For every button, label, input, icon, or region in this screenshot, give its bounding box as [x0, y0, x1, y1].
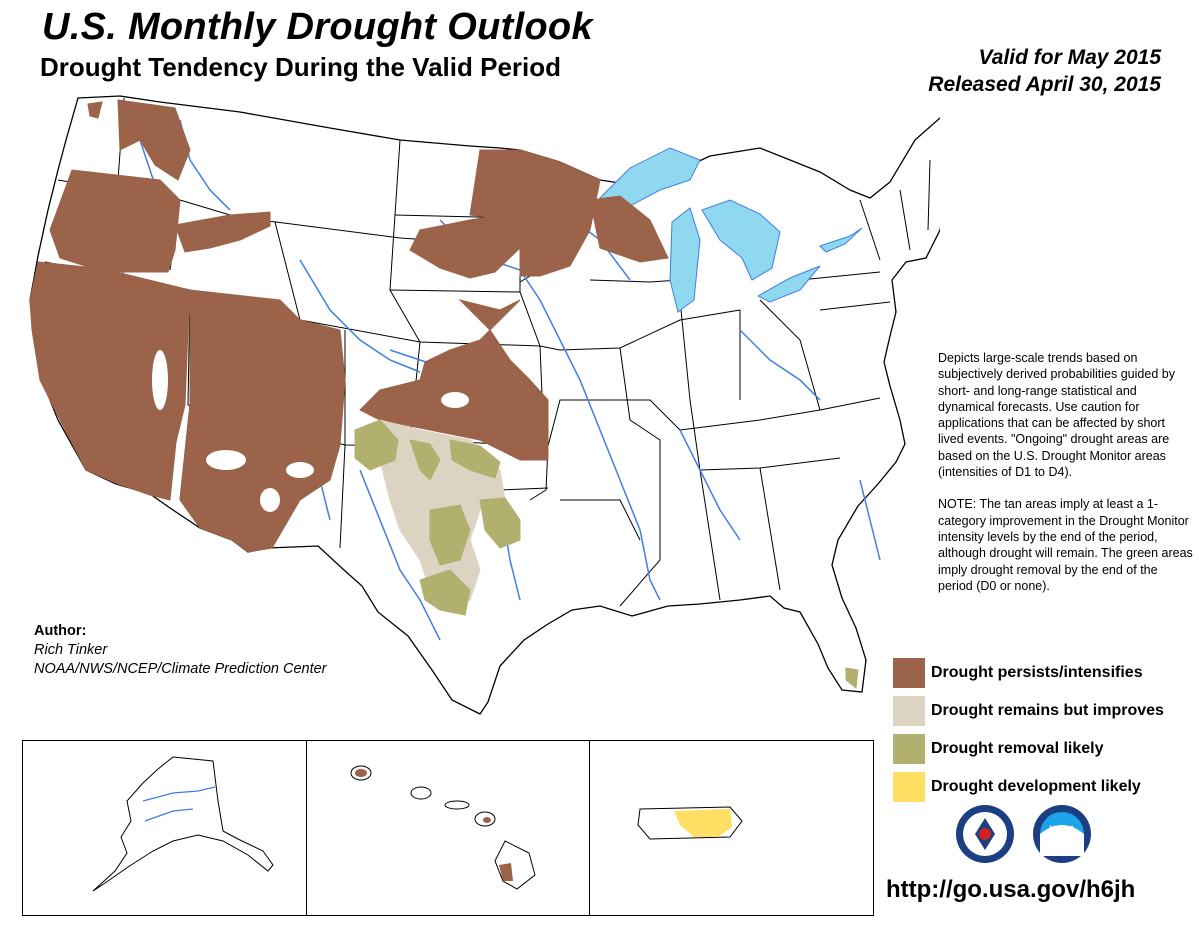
noaa-logo-icon[interactable]: NOAA — [1032, 804, 1092, 864]
pr-drought-development — [674, 809, 732, 837]
release-date-text: Released April 30, 2015 — [928, 73, 1161, 96]
molokai-island — [444, 800, 470, 810]
non-drought-holes — [152, 350, 469, 512]
author-organization: NOAA/NWS/NCEP/Climate Prediction Center — [34, 661, 327, 677]
legend-label-persists: Drought persists/intensifies — [931, 664, 1143, 681]
description-text: Depicts large-scale trends based on subj… — [938, 350, 1194, 610]
legend-swatch-persists — [893, 658, 925, 688]
alaska-land — [92, 756, 274, 892]
legend-label-removal: Drought removal likely — [931, 740, 1104, 757]
valid-for-text: Valid for May 2015 — [978, 46, 1161, 69]
oahu-island — [410, 786, 432, 800]
noaa-logo-text: NOAA — [1049, 825, 1076, 835]
map-subtitle: Drought Tendency During the Valid Period — [40, 52, 562, 82]
legend-label-development: Drought development likely — [931, 778, 1141, 795]
legend-swatch-development — [893, 772, 925, 802]
outlook-url[interactable]: http://go.usa.gov/h6jh — [886, 876, 1136, 903]
author-label: Author: — [34, 623, 87, 639]
description-paragraph-2: NOTE: The tan areas imply at least a 1-c… — [938, 497, 1193, 593]
alaska-inset — [22, 740, 307, 916]
author-block: Author: Rich Tinker NOAA/NWS/NCEP/Climat… — [34, 622, 327, 679]
author-name: Rich Tinker — [34, 642, 108, 658]
description-paragraph-1: Depicts large-scale trends based on subj… — [938, 351, 1175, 480]
drought-removal-areas — [354, 419, 859, 689]
conus-map — [29, 95, 940, 715]
legend-swatch-removal — [893, 734, 925, 764]
legend-swatch-improves — [893, 696, 925, 726]
map-title: U.S. Monthly Drought Outlook — [42, 6, 593, 48]
nws-logo-icon[interactable] — [955, 804, 1015, 864]
validity-info: Valid for May 2015 Released April 30, 20… — [928, 44, 1161, 98]
drought-persists-areas — [29, 99, 669, 553]
puerto-rico-inset — [589, 740, 874, 916]
legend-label-improves: Drought remains but improves — [931, 702, 1164, 719]
hawaii-inset — [306, 740, 591, 916]
